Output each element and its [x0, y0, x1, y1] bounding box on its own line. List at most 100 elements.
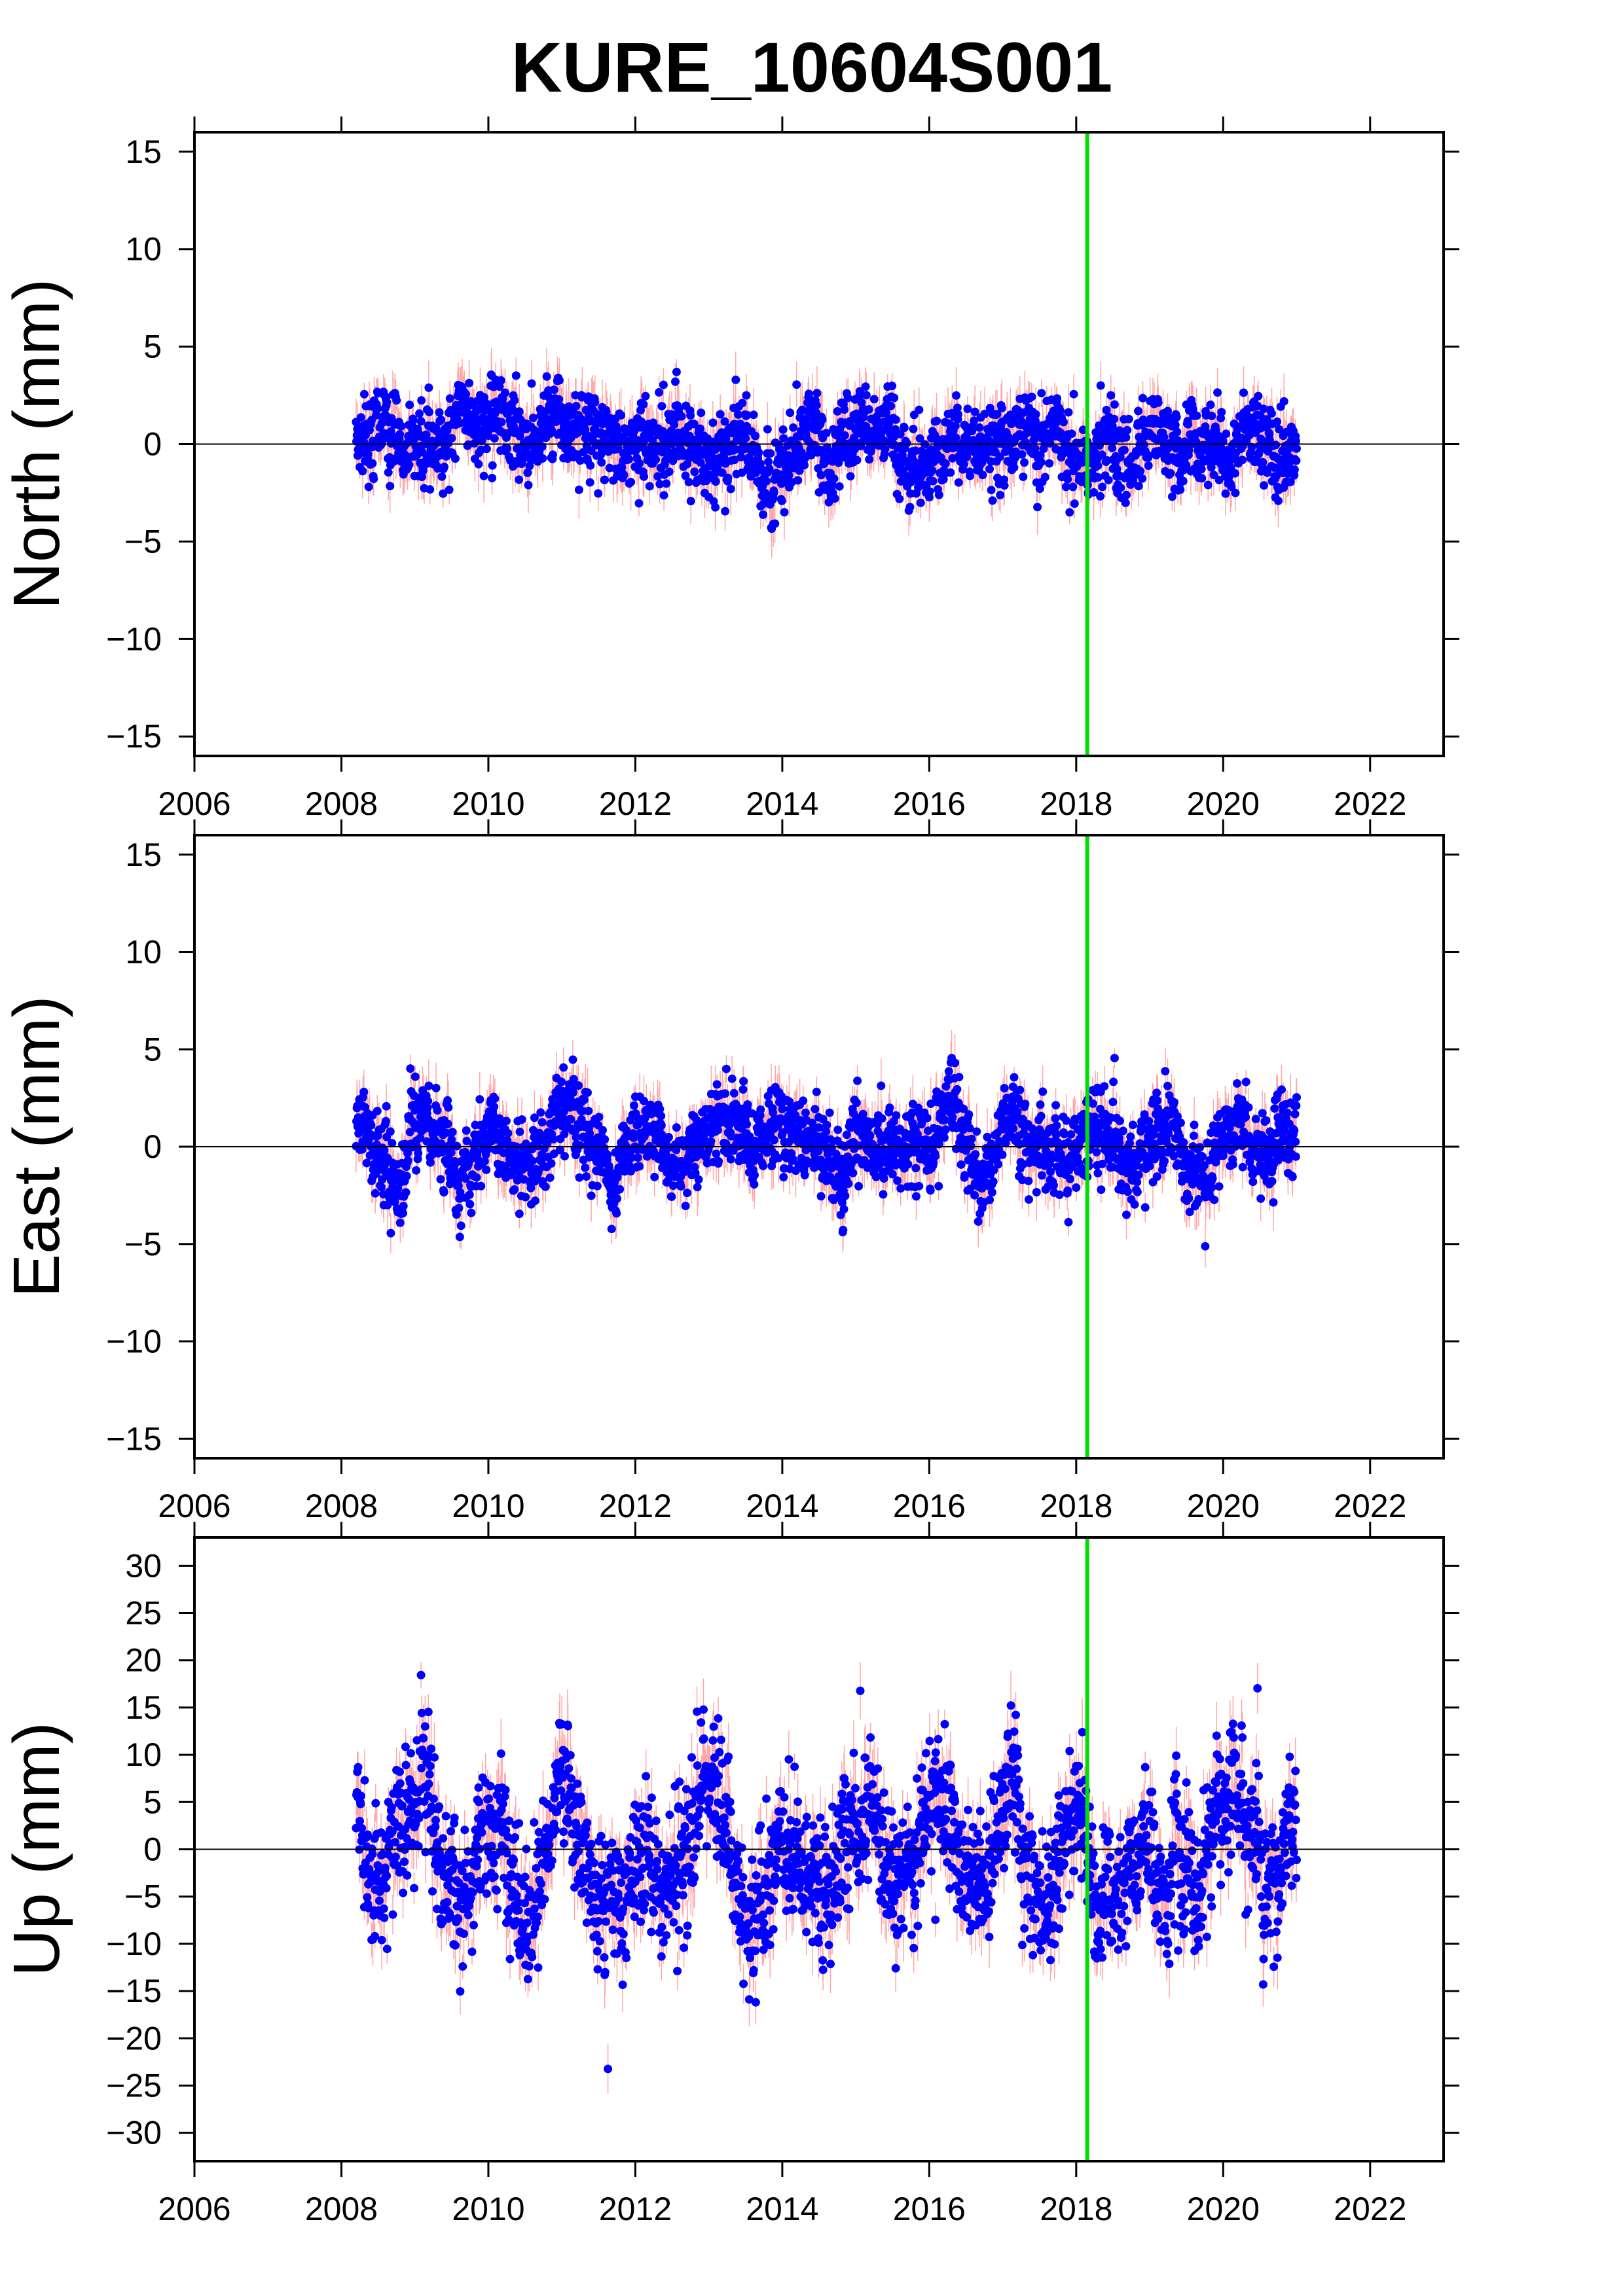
data-point	[1176, 485, 1185, 494]
data-point	[1176, 1119, 1185, 1127]
data-point	[748, 1109, 757, 1118]
x-tick-label: 2008	[305, 785, 378, 822]
data-point	[417, 396, 426, 405]
data-point	[572, 1133, 581, 1142]
data-point	[751, 431, 760, 440]
data-point	[1218, 437, 1228, 446]
data-point	[424, 1708, 433, 1717]
data-point	[424, 1081, 433, 1090]
data-point	[445, 394, 454, 403]
data-point	[818, 415, 827, 424]
data-point	[877, 1114, 886, 1123]
data-point	[941, 1082, 951, 1091]
data-point	[501, 1162, 510, 1171]
data-point	[547, 1159, 556, 1168]
data-point	[1221, 489, 1230, 498]
data-point	[450, 1941, 460, 1950]
data-point	[1010, 463, 1019, 472]
data-point	[559, 1063, 568, 1072]
data-point	[473, 1147, 482, 1157]
data-point	[446, 1912, 455, 1921]
data-point	[854, 429, 863, 438]
data-point	[741, 434, 750, 443]
data-point	[839, 1225, 848, 1234]
data-point	[716, 410, 725, 419]
data-point	[759, 510, 768, 519]
data-point	[852, 456, 862, 465]
data-point	[672, 367, 681, 376]
x-tick-label: 2008	[305, 1488, 378, 1524]
data-point	[575, 1141, 585, 1150]
data-point	[655, 1105, 665, 1114]
data-point	[1065, 508, 1074, 517]
data-point	[970, 416, 979, 425]
x-tick-label: 2022	[1334, 1488, 1406, 1524]
data-point	[542, 372, 551, 381]
data-point	[688, 1146, 697, 1155]
data-point	[454, 1181, 463, 1191]
data-point	[583, 1088, 592, 1097]
data-point	[1036, 451, 1045, 460]
data-point	[830, 494, 839, 503]
y-tick-label: 5	[143, 1031, 162, 1067]
data-point	[381, 1117, 390, 1126]
data-point	[676, 1182, 685, 1191]
data-point	[865, 455, 874, 464]
data-point	[657, 1121, 666, 1130]
data-point	[948, 1113, 957, 1122]
data-point	[568, 1055, 577, 1064]
data-point	[814, 1123, 824, 1132]
data-point	[946, 468, 955, 477]
data-point	[816, 471, 826, 480]
data-point	[890, 393, 899, 403]
data-point	[972, 1127, 981, 1136]
data-point	[1031, 417, 1040, 425]
data-point	[393, 1184, 403, 1193]
data-point	[989, 1177, 998, 1186]
data-point	[593, 1181, 602, 1191]
data-point	[503, 1136, 512, 1145]
data-point	[980, 409, 989, 418]
data-point	[637, 417, 646, 426]
data-point	[1064, 1217, 1073, 1227]
data-point	[800, 1170, 809, 1179]
data-point	[353, 1102, 362, 1111]
data-point	[480, 1157, 489, 1166]
data-point	[414, 1842, 423, 1851]
data-point	[424, 383, 433, 392]
data-point	[1217, 408, 1226, 417]
data-point	[390, 1198, 399, 1207]
x-tick-label: 2010	[452, 1488, 524, 1524]
data-point	[997, 404, 1006, 413]
data-point	[655, 480, 665, 489]
data-point	[380, 1863, 390, 1873]
data-point	[989, 1166, 998, 1175]
data-point	[966, 1141, 976, 1151]
data-point	[1163, 406, 1172, 416]
data-point	[433, 1106, 442, 1115]
data-point	[1100, 1082, 1109, 1091]
data-point	[1089, 488, 1099, 497]
data-point	[683, 1189, 692, 1198]
x-tick-label: 2018	[1040, 785, 1112, 822]
data-point	[501, 1117, 511, 1126]
data-point	[460, 1929, 468, 1938]
data-point	[869, 395, 879, 404]
data-point	[395, 1767, 405, 1776]
data-point	[1200, 1161, 1209, 1170]
data-point	[1211, 1158, 1220, 1167]
data-point	[1273, 417, 1282, 426]
x-tick-label: 2012	[599, 1488, 672, 1524]
data-point	[1144, 461, 1153, 470]
data-point	[1139, 440, 1148, 450]
data-point	[712, 1149, 721, 1158]
data-point	[406, 1064, 415, 1073]
data-point	[447, 434, 456, 442]
data-point	[759, 499, 768, 509]
data-point	[1291, 1138, 1300, 1146]
data-point	[739, 1085, 748, 1094]
data-point	[557, 1077, 566, 1086]
data-point	[587, 1191, 596, 1200]
data-point	[742, 410, 752, 420]
data-point	[356, 1816, 364, 1825]
